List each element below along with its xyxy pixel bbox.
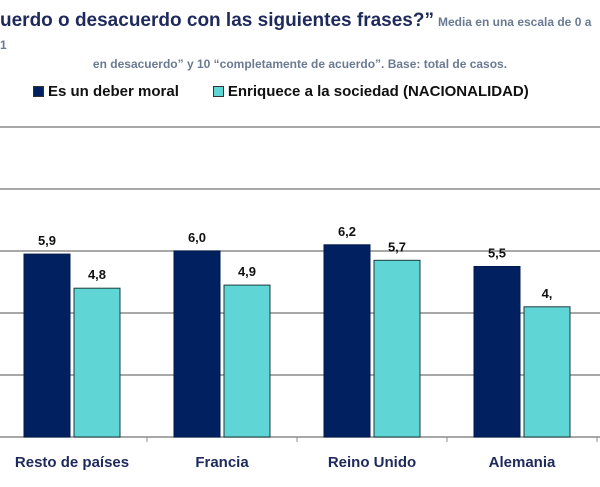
bar-deber-moral [173, 250, 221, 438]
legend-label: Enriquece a la sociedad (NACIONALIDAD) [227, 83, 529, 100]
data-label: 5,5 [488, 246, 506, 261]
data-label: 5,9 [38, 233, 56, 248]
bar-enriquece [373, 259, 421, 438]
title-text: uerdo o desacuerdo con las siguientes fr… [0, 10, 434, 31]
category-label: Francia [195, 454, 249, 471]
bar-deber-moral [23, 253, 71, 438]
legend-label: Es un deber moral [48, 83, 179, 100]
chart-title: uerdo o desacuerdo con las siguientes fr… [0, 10, 600, 56]
bar-enriquece [523, 306, 571, 438]
data-label: 6,0 [188, 230, 206, 245]
category-label: Reino Unido [328, 454, 416, 471]
chart-header: uerdo o desacuerdo con las siguientes fr… [0, 10, 600, 72]
subtitle-line1: Media en una escala de 0 a 1 [0, 15, 592, 52]
data-label: 4,9 [238, 264, 256, 279]
legend-swatch [212, 86, 224, 97]
data-label: 6,2 [338, 224, 356, 239]
subtitle-line2: en desacuerdo” y 10 “completamente de ac… [92, 57, 508, 71]
legend-swatch [33, 86, 44, 97]
bar-deber-moral [473, 266, 521, 438]
data-label: 5,7 [388, 239, 406, 254]
legend-item-deber-moral: Es un deber moral [33, 83, 179, 100]
bar-enriquece [73, 287, 121, 438]
category-label: Resto de países [15, 454, 129, 471]
bar-enriquece [223, 284, 271, 438]
bar-deber-moral [323, 244, 371, 438]
legend-item-enriquece: Enriquece a la sociedad (NACIONALIDAD) [212, 83, 529, 100]
legend: Es un deber moral Enriquece a la socieda… [33, 83, 529, 100]
data-label: 4, [542, 286, 553, 301]
data-label: 4,8 [88, 267, 106, 282]
category-label: Alemania [489, 454, 556, 471]
